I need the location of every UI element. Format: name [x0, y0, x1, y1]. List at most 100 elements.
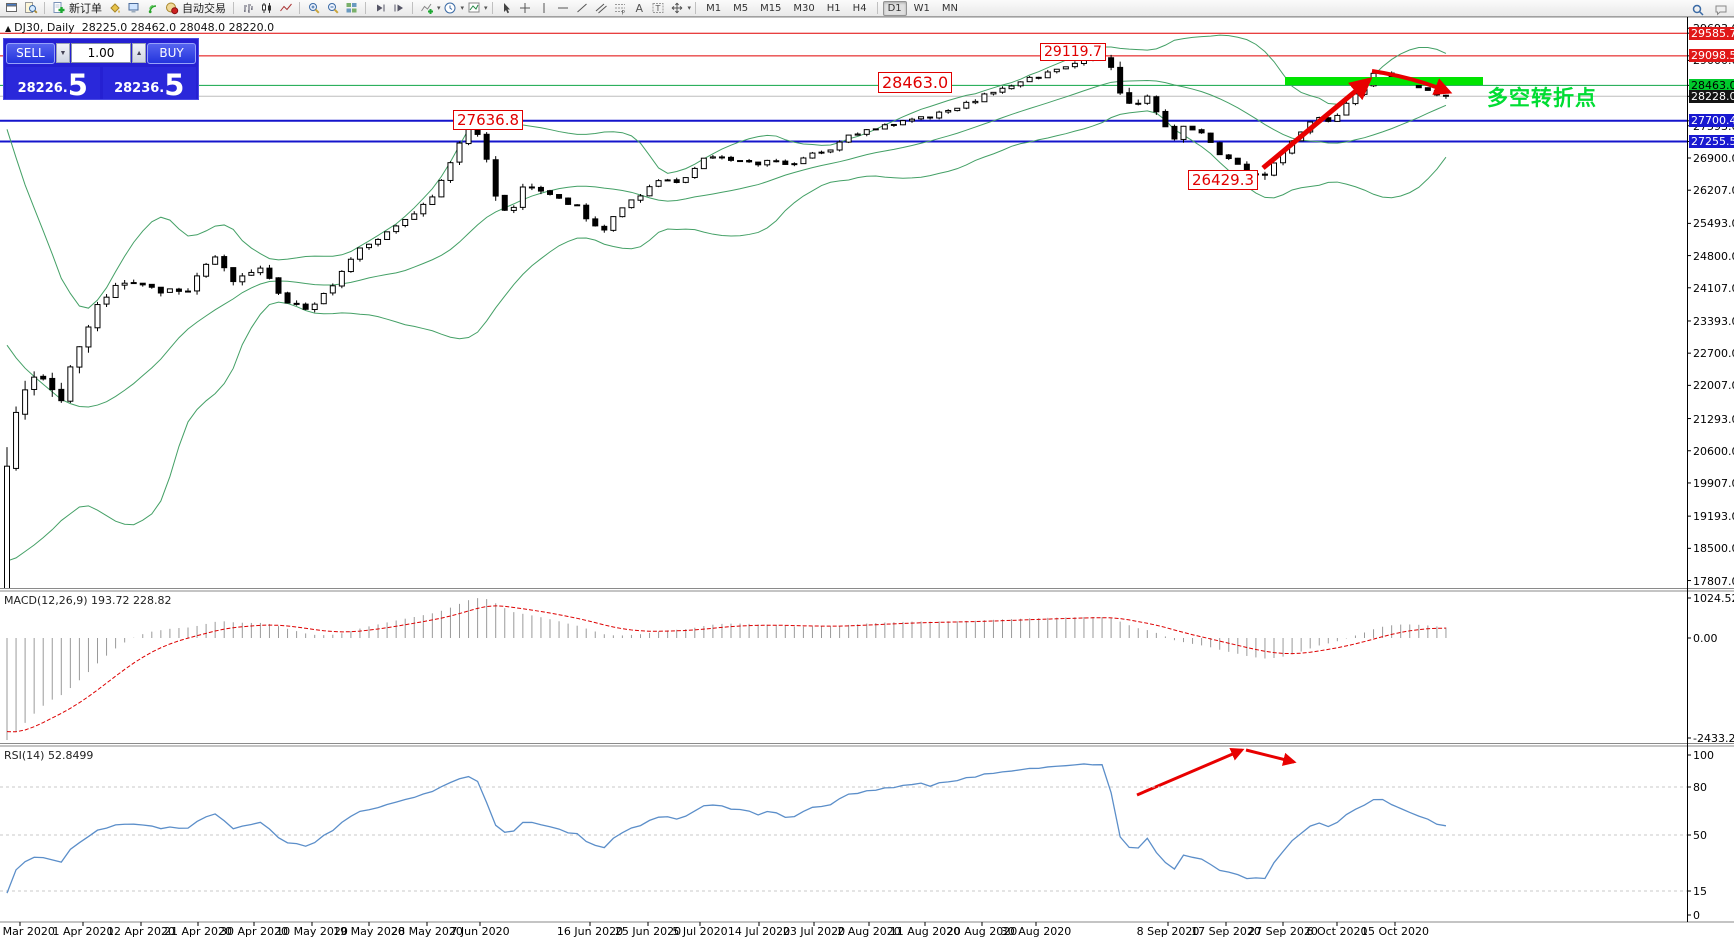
channel-icon[interactable] [592, 0, 611, 17]
volume-increase-button[interactable]: ▲ [132, 43, 147, 63]
timeframe-button-m30[interactable]: M30 [793, 2, 815, 14]
line-chart-icon[interactable] [276, 0, 295, 17]
trend-arrow [1371, 69, 1453, 95]
buy-price-pips: 5 [164, 68, 185, 102]
search-icon[interactable] [1688, 1, 1707, 18]
autotrade-icon[interactable] [162, 0, 181, 17]
timeframe-button-h1[interactable]: H1 [826, 2, 841, 14]
timeframe-button-d1[interactable]: D1 [882, 0, 907, 16]
chevron-down-icon[interactable]: ▾ [484, 4, 488, 12]
crosshair-icon[interactable] [516, 0, 535, 17]
market-watch-icon[interactable] [21, 0, 40, 17]
svg-text:T: T [655, 4, 661, 13]
macd-tick-label: 1024.52 [1693, 592, 1734, 605]
timeframe-button-h4[interactable]: H4 [852, 2, 867, 14]
timeframe-button-m5[interactable]: M5 [733, 2, 749, 14]
date-axis-label: 19 May 2020 [333, 925, 405, 938]
new-order-icon[interactable] [49, 0, 68, 17]
chevron-down-icon[interactable]: ▾ [460, 4, 465, 12]
volume-input[interactable] [71, 43, 131, 63]
timeframe-button-m1[interactable]: M1 [706, 2, 722, 14]
trendline-icon[interactable] [573, 0, 592, 17]
bar-chart-icon[interactable] [238, 0, 257, 17]
buy-button[interactable]: BUY [147, 42, 196, 64]
collapse-triangle-icon[interactable]: ▲ [5, 24, 12, 33]
auto-scroll-icon[interactable] [370, 0, 389, 17]
chat-icon[interactable] [1711, 1, 1730, 18]
date-axis-label: 16 Jun 2020 [556, 925, 624, 938]
bid-ask-prices: 28226. 5 28236. 5 [4, 65, 198, 101]
timeframe-button-mn[interactable]: MN [941, 2, 958, 14]
date-axis-label: 8 Sep 2020 [1136, 925, 1200, 938]
rsi-tick-label: 15 [1693, 885, 1707, 898]
date-axis-label: 10 May 2020 [276, 925, 348, 938]
signals-icon[interactable] [143, 0, 162, 17]
sell-price-main: 28226. [17, 81, 68, 96]
tile-windows-icon[interactable] [342, 0, 361, 17]
horizontal-line-icon[interactable] [554, 0, 573, 17]
zoom-out-icon[interactable] [323, 0, 342, 17]
trend-arrow [1261, 77, 1373, 170]
cursor-icon[interactable] [497, 0, 516, 17]
svg-text:F: F [622, 10, 626, 16]
toolbar-separator [44, 2, 45, 14]
chart-styles-icon[interactable] [105, 0, 124, 17]
price-tick-label: 25493.0 [1693, 217, 1734, 231]
price-tick-label: 22700.0 [1693, 347, 1734, 361]
toolbar-separator [412, 2, 413, 14]
chart-window-icon[interactable] [2, 0, 21, 17]
new-order-label[interactable]: 新订单 [69, 2, 102, 15]
date-axis-label: 11 Aug 2020 [889, 925, 961, 938]
rsi-tick-label: 50 [1693, 829, 1707, 842]
chart-shift-icon[interactable] [389, 0, 408, 17]
sell-button[interactable]: SELL [6, 42, 55, 64]
shapes-icon[interactable] [668, 0, 687, 17]
autotrade-label[interactable]: 自动交易 [182, 2, 226, 15]
rsi-tick-label: 80 [1693, 781, 1707, 794]
terminal-icon[interactable] [124, 0, 143, 17]
volume-decrease-button[interactable]: ▼ [55, 43, 70, 63]
resistance-band-highlight [1285, 77, 1483, 85]
candlestick-chart-icon[interactable] [257, 0, 276, 17]
rsi-indicator-label: RSI(14) 52.8499 [4, 749, 94, 762]
date-axis-label: 14 Jul 2020 [727, 925, 791, 938]
chevron-down-icon[interactable]: ▾ [687, 4, 692, 12]
ohlc-values: 28225.0 28462.0 28048.0 28220.0 [81, 21, 275, 34]
timeframe-button-m15[interactable]: M15 [760, 2, 782, 14]
text-icon[interactable]: A [630, 0, 649, 17]
indicators-icon[interactable] [417, 0, 436, 17]
periods-icon[interactable] [441, 0, 460, 17]
price-tick-label: 19907.0 [1693, 476, 1734, 490]
templates-icon[interactable] [464, 0, 483, 17]
price-tick-label: 21293.0 [1693, 412, 1734, 426]
date-axis-label: 23 Mar 2020 [0, 925, 55, 938]
date-axis-label: 20 Aug 2020 [946, 925, 1018, 938]
buy-price[interactable]: 28236. 5 [102, 67, 196, 102]
toolbar-separator [365, 2, 366, 14]
price-callout: 27636.8 [453, 110, 524, 130]
timeframe-button-w1[interactable]: W1 [913, 2, 930, 14]
price-callout: 28463.0 [878, 72, 953, 93]
vertical-line-icon[interactable] [535, 0, 554, 17]
rsi-tick-label: 100 [1693, 749, 1714, 762]
date-axis-label: 1 Apr 2020 [52, 925, 114, 938]
fibonacci-icon[interactable]: F [611, 0, 630, 17]
price-level-badge: 27255.5 [1689, 134, 1734, 148]
zoom-in-icon[interactable] [304, 0, 323, 17]
chevron-down-icon[interactable]: ▾ [437, 4, 441, 12]
label-icon[interactable]: T [649, 0, 668, 17]
date-axis-label: 23 Jul 2020 [782, 925, 846, 938]
sell-price[interactable]: 28226. 5 [6, 67, 100, 100]
svg-text:A: A [636, 2, 644, 15]
rsi-tick-label: 0 [1693, 909, 1700, 922]
date-axis-label: 30 Aug 2020 [1000, 925, 1072, 938]
toolbar-separator [695, 2, 697, 14]
toolbar-separator [876, 2, 878, 14]
price-tick-label: 19193.0 [1693, 510, 1734, 524]
price-callout: 26429.3 [1188, 170, 1259, 190]
sym-period: DJ30, Daily [14, 21, 75, 34]
date-axis-label: 30 Apr 2020 [219, 925, 288, 938]
date-axis-label: 2 Aug 2020 [837, 925, 901, 938]
